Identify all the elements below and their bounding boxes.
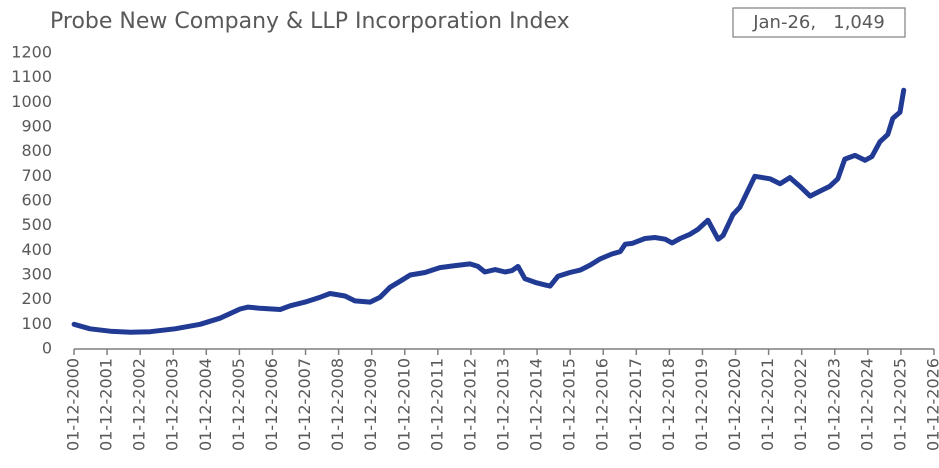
x-tick-label: 01-12-2013 <box>494 358 513 451</box>
x-tick-label: 01-12-2020 <box>725 358 744 451</box>
x-tick-label: 01-12-2016 <box>593 358 612 451</box>
x-tick-label: 01-12-2014 <box>527 358 546 451</box>
x-tick-label: 01-12-2004 <box>196 358 215 451</box>
x-tick-label: 01-12-2008 <box>328 358 347 451</box>
x-tick-label: 01-12-2003 <box>163 358 182 451</box>
y-tick-label: 0 <box>42 339 52 358</box>
x-tick-label: 01-12-2007 <box>295 358 314 451</box>
data-line <box>71 87 907 335</box>
x-tick-label: 01-12-2023 <box>824 358 843 451</box>
x-tick-label: 01-12-2002 <box>130 358 149 451</box>
y-tick-label: 1000 <box>11 92 52 111</box>
y-tick-label: 1100 <box>11 67 52 86</box>
x-tick-label: 01-12-2017 <box>626 358 645 451</box>
x-tick-label: 01-12-2018 <box>659 358 678 451</box>
x-tick-label: 01-12-2000 <box>64 358 83 451</box>
y-tick-label: 200 <box>21 289 52 308</box>
y-tick-label: 1200 <box>11 43 52 62</box>
x-tick-label: 01-12-2025 <box>890 358 909 451</box>
x-tick-label: 01-12-2012 <box>460 358 479 451</box>
x-tick-label: 01-12-2015 <box>560 358 579 451</box>
y-tick-label: 100 <box>21 314 52 333</box>
x-tick-label: 01-12-2001 <box>97 358 116 451</box>
x-tick-label: 01-12-2009 <box>361 358 380 451</box>
y-tick-label: 700 <box>21 166 52 185</box>
x-tick-label: 01-12-2006 <box>262 358 281 451</box>
x-tick-label: 01-12-2021 <box>758 358 777 451</box>
annotation: Jan-26, 1,049 <box>752 12 885 33</box>
x-tick-label: 01-12-2019 <box>692 358 711 451</box>
y-tick-label: 800 <box>21 141 52 160</box>
x-tick-label: 01-12-2026 <box>924 358 939 451</box>
x-tick-label: 01-12-2024 <box>857 358 876 451</box>
annotation-box <box>732 7 906 38</box>
y-tick-label: 500 <box>21 215 52 234</box>
y-tick-label: 300 <box>21 265 52 284</box>
x-tick-label: 01-12-2010 <box>394 358 413 451</box>
x-tick-label: 01-12-2011 <box>427 358 446 451</box>
y-tick-label: 600 <box>21 191 52 210</box>
chart-title: Probe New Company & LLP Incorporation In… <box>50 9 570 34</box>
x-tick-label: 01-12-2022 <box>791 358 810 451</box>
y-tick-label: 900 <box>21 117 52 136</box>
x-tick-label: 01-12-2005 <box>229 358 248 451</box>
y-tick-label: 400 <box>21 240 52 259</box>
